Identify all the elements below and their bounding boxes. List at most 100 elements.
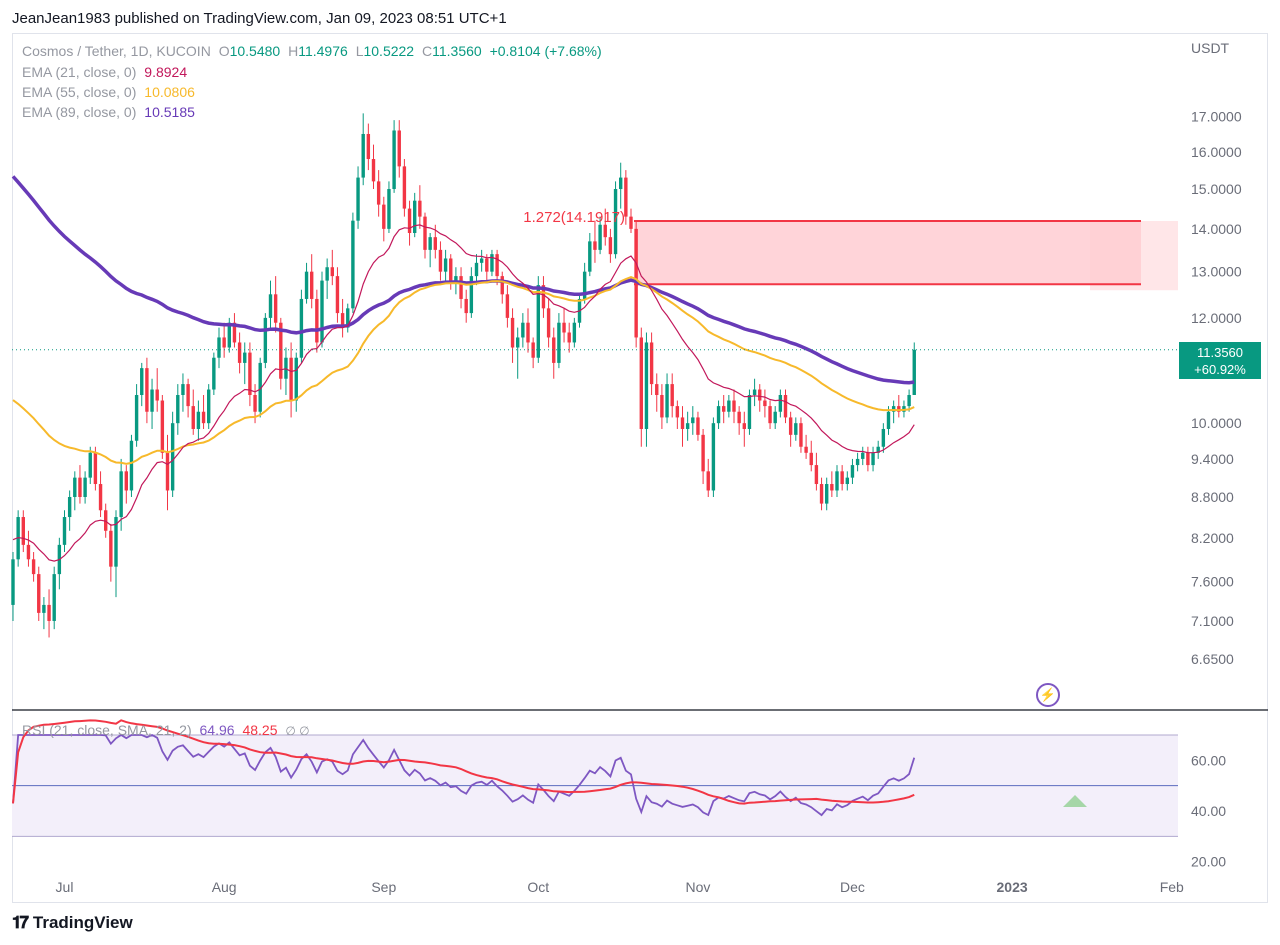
chart-frame[interactable]	[12, 33, 1268, 903]
candle-body	[464, 298, 468, 314]
candle-body	[660, 395, 664, 418]
time-tick-label: Nov	[685, 879, 710, 895]
candle-body	[176, 395, 180, 424]
candle-body	[732, 400, 736, 412]
lightning-icon[interactable]: ⚡	[1036, 683, 1060, 707]
candle	[675, 400, 680, 429]
candle	[871, 446, 875, 472]
candle-body	[804, 446, 808, 453]
candle	[320, 271, 324, 348]
candle-body	[78, 477, 82, 497]
candle-body	[320, 280, 324, 343]
candle-body	[747, 395, 752, 429]
candle	[459, 267, 463, 309]
candle	[304, 262, 309, 304]
candle-body	[768, 406, 772, 424]
candle-body	[340, 313, 345, 328]
candle-body	[145, 368, 149, 412]
candle	[732, 389, 736, 424]
candle-body	[562, 322, 566, 333]
candle	[634, 220, 638, 348]
candle-body	[191, 406, 195, 429]
candle-body	[891, 406, 896, 412]
candle	[567, 322, 571, 353]
candle	[737, 406, 741, 435]
candle	[809, 440, 813, 472]
price-tick-label: 9.4000	[1191, 451, 1234, 467]
candle	[67, 490, 72, 531]
candle-body	[742, 423, 746, 429]
candle	[78, 465, 82, 504]
candle	[752, 378, 757, 407]
candle-body	[773, 411, 777, 424]
ema89-legend[interactable]: EMA (89, close, 0) 10.5185	[22, 104, 195, 120]
candle	[680, 406, 685, 447]
ema21-legend[interactable]: EMA (21, close, 0) 9.8924	[22, 64, 187, 80]
candle-body	[613, 189, 618, 255]
candle	[660, 384, 664, 429]
candle	[181, 373, 185, 412]
candle-body	[134, 395, 139, 441]
candle	[310, 254, 314, 309]
candle	[397, 120, 401, 178]
candle	[490, 249, 494, 277]
rsi-ma-line	[12, 719, 915, 805]
candle-body	[546, 308, 551, 338]
candle-body	[387, 189, 391, 229]
rsi-legend[interactable]: RSI (21, close, SMA, 21, 2) 64.96 48.25 …	[22, 722, 310, 738]
ema21-label: EMA (21, close, 0)	[22, 64, 137, 80]
price-tick-label: 8.8000	[1191, 489, 1234, 505]
rsi-label: RSI (21, close, SMA, 21, 2)	[22, 722, 192, 738]
candle	[31, 552, 36, 582]
candle-body	[289, 357, 293, 401]
candle-body	[526, 322, 530, 343]
tradingview-logo[interactable]: 𝟏𝟕 TradingView	[12, 913, 133, 933]
candle-body	[335, 276, 340, 314]
candle	[799, 417, 803, 453]
open-value: 10.5480	[229, 43, 281, 59]
candle-body	[104, 510, 108, 531]
axis-layer: 17.0000 16.0000 15.0000 14.0000 13.0000 12.00…	[56, 109, 1242, 895]
candle	[449, 254, 453, 290]
candle	[557, 313, 561, 369]
candle	[88, 446, 92, 485]
candle	[351, 212, 355, 314]
candle	[207, 384, 211, 429]
ema89-value: 10.5185	[144, 104, 195, 120]
candle	[500, 271, 504, 304]
candle	[562, 308, 566, 343]
candle	[438, 241, 443, 281]
candle	[150, 378, 154, 429]
candle	[531, 337, 535, 369]
candle	[897, 395, 901, 418]
candle-body	[376, 181, 381, 205]
candle-body	[819, 484, 824, 504]
candle	[26, 530, 31, 567]
candle	[840, 465, 844, 491]
ema55-legend[interactable]: EMA (55, close, 0) 10.0806	[22, 84, 195, 100]
candle	[289, 342, 293, 418]
candle	[129, 434, 134, 497]
candle	[73, 471, 77, 511]
candle-body	[521, 322, 525, 338]
candle	[670, 373, 674, 418]
candle-body	[536, 285, 540, 358]
candle-body	[629, 216, 633, 229]
candle	[140, 362, 144, 407]
candle	[835, 465, 839, 497]
tv-logo-icon: 𝟏𝟕	[12, 913, 29, 932]
candle-body	[624, 177, 628, 217]
candle-body	[382, 204, 386, 229]
candle	[237, 332, 242, 374]
candle	[783, 389, 788, 424]
candle	[763, 389, 767, 418]
candle	[701, 428, 705, 485]
candle	[788, 411, 793, 447]
candle-body	[227, 322, 231, 348]
candle-body	[716, 406, 721, 424]
candle-body	[83, 477, 87, 497]
candle	[165, 434, 170, 511]
candle-body	[510, 317, 515, 348]
ema21-line	[12, 224, 915, 562]
